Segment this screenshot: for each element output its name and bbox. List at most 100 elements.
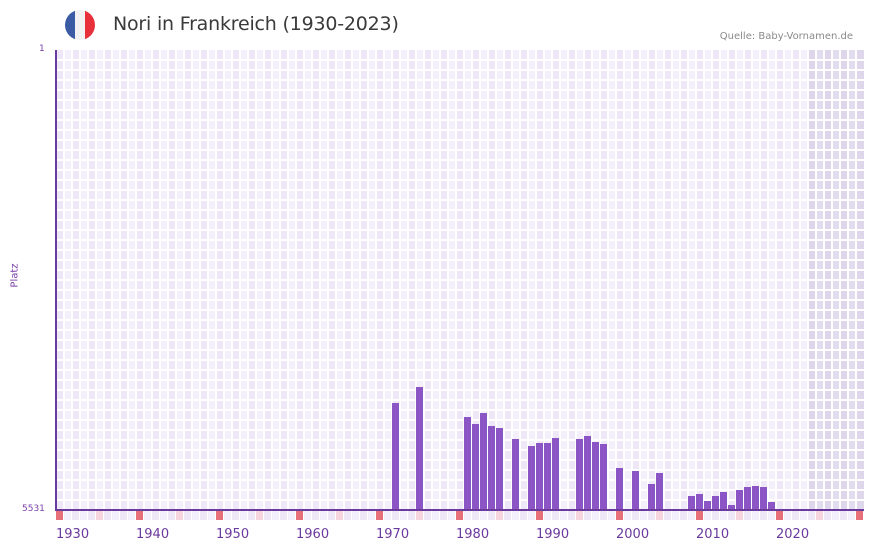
bar-1989[interactable] — [528, 446, 535, 510]
bar-2019[interactable] — [768, 502, 775, 510]
year-tick-cell — [840, 511, 847, 520]
bar-1983[interactable] — [480, 413, 487, 510]
grid-line-horizontal — [56, 89, 864, 91]
year-tick-cell — [704, 511, 711, 520]
grid-line-horizontal — [56, 329, 864, 331]
x-tick-label: 2010 — [696, 527, 730, 542]
bar-1984[interactable] — [488, 426, 495, 510]
grid-line-horizontal — [56, 279, 864, 281]
bar-1992[interactable] — [552, 438, 559, 510]
grid-line-horizontal — [56, 309, 864, 311]
decade-tick-1960 — [296, 511, 303, 520]
grid-line-horizontal — [56, 449, 864, 451]
bar-1991[interactable] — [544, 443, 551, 510]
flag-stripe-white — [75, 10, 85, 40]
grid-line-horizontal — [56, 69, 864, 71]
year-tick-cell — [848, 511, 855, 520]
grid-line-horizontal — [56, 269, 864, 271]
year-tick-cell — [568, 511, 575, 520]
grid-line-horizontal — [56, 179, 864, 181]
bar-1987[interactable] — [512, 439, 519, 510]
year-tick-cell — [320, 511, 327, 520]
year-tick-cell — [624, 511, 631, 520]
x-tick-label: 1980 — [456, 527, 490, 542]
year-tick-cell — [784, 511, 791, 520]
year-tick-cell — [488, 511, 495, 520]
bar-2004[interactable] — [648, 484, 655, 510]
year-tick-cell — [144, 511, 151, 520]
year-tick-cell — [560, 511, 567, 520]
bar-1995[interactable] — [576, 439, 583, 510]
year-tick-cell — [584, 511, 591, 520]
grid-line-horizontal — [56, 489, 864, 491]
x-axis-line — [55, 509, 864, 511]
y-axis-label: Platz — [9, 263, 21, 288]
year-tick-cell — [632, 511, 639, 520]
grid-line-horizontal — [56, 149, 864, 151]
x-tick-strip — [56, 511, 864, 520]
grid-line-horizontal — [56, 259, 864, 261]
year-tick-cell — [160, 511, 167, 520]
grid-line-horizontal — [56, 209, 864, 211]
bar-1972[interactable] — [392, 403, 399, 510]
year-tick-cell — [432, 511, 439, 520]
bar-1982[interactable] — [472, 424, 479, 510]
year-tick-cell — [768, 511, 775, 520]
year-tick-cell — [240, 511, 247, 520]
bar-2012[interactable] — [712, 496, 719, 510]
year-tick-cell — [400, 511, 407, 520]
bar-1985[interactable] — [496, 428, 503, 510]
bar-1975[interactable] — [416, 387, 423, 510]
year-tick-cell — [392, 511, 399, 520]
year-tick-cell — [184, 511, 191, 520]
year-tick-cell — [192, 511, 199, 520]
bar-2000[interactable] — [616, 468, 623, 510]
year-tick-cell — [424, 511, 431, 520]
bar-2011[interactable] — [704, 501, 711, 510]
x-tick-label: 1950 — [216, 527, 250, 542]
year-tick-cell — [464, 511, 471, 520]
x-tick-label: 2020 — [776, 527, 810, 542]
bar-2009[interactable] — [688, 496, 695, 510]
x-tick-label: 1960 — [296, 527, 330, 542]
year-tick-cell — [88, 511, 95, 520]
bar-1996[interactable] — [584, 436, 591, 510]
bar-1990[interactable] — [536, 443, 543, 510]
bar-1998[interactable] — [600, 444, 607, 510]
decade-tick-1970 — [376, 511, 383, 520]
half-decade-tick-1935 — [96, 511, 103, 520]
bar-2002[interactable] — [632, 471, 639, 510]
bar-2010[interactable] — [696, 494, 703, 510]
year-tick-cell — [272, 511, 279, 520]
bar-2014[interactable] — [728, 505, 735, 510]
bar-2018[interactable] — [760, 487, 767, 510]
grid-line-horizontal — [56, 459, 864, 461]
grid-line-horizontal — [56, 469, 864, 471]
half-decade-tick-2025 — [816, 511, 823, 520]
year-tick-cell — [504, 511, 511, 520]
flag-stripe-blue — [65, 10, 75, 40]
year-tick-cell — [264, 511, 271, 520]
decade-tick-1940 — [136, 511, 143, 520]
year-tick-cell — [512, 511, 519, 520]
grid-line-horizontal — [56, 289, 864, 291]
year-tick-cell — [408, 511, 415, 520]
bar-2017[interactable] — [752, 486, 759, 510]
bar-2005[interactable] — [656, 473, 663, 510]
year-tick-cell — [328, 511, 335, 520]
bar-1997[interactable] — [592, 442, 599, 510]
year-tick-cell — [592, 511, 599, 520]
x-tick-label: 1970 — [376, 527, 410, 542]
year-tick-cell — [672, 511, 679, 520]
year-tick-cell — [128, 511, 135, 520]
grid-line-horizontal — [56, 99, 864, 101]
bar-2015[interactable] — [736, 490, 743, 510]
year-tick-cell — [344, 511, 351, 520]
grid-line-horizontal — [56, 339, 864, 341]
year-tick-cell — [248, 511, 255, 520]
year-tick-cell — [448, 511, 455, 520]
bar-2013[interactable] — [720, 492, 727, 510]
grid-line-horizontal — [56, 59, 864, 61]
bar-1981[interactable] — [464, 417, 471, 510]
bar-2016[interactable] — [744, 487, 751, 510]
